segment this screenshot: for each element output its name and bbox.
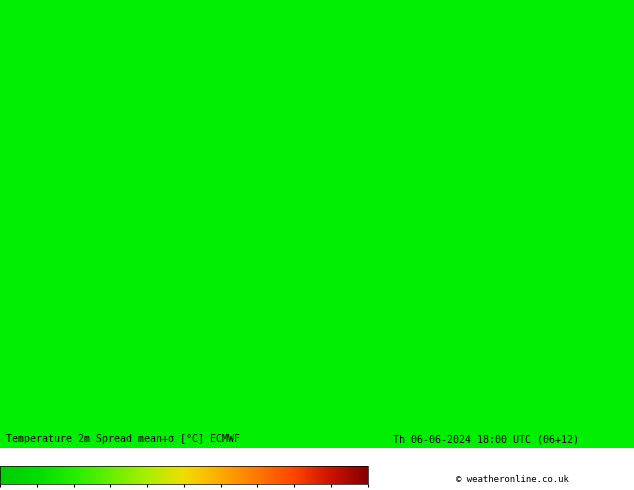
Text: Temperature 2m Spread mean+σ [°C] ECMWF: Temperature 2m Spread mean+σ [°C] ECMWF <box>6 435 240 444</box>
Text: Th 06-06-2024 18:00 UTC (06+12): Th 06-06-2024 18:00 UTC (06+12) <box>393 435 579 444</box>
Text: © weatheronline.co.uk: © weatheronline.co.uk <box>456 475 569 484</box>
